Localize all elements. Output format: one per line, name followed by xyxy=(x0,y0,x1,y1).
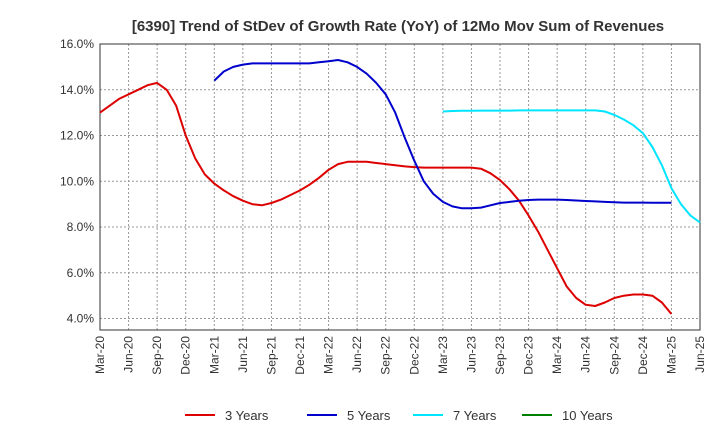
x-tick-label: Dec-23 xyxy=(522,336,536,375)
x-tick-label: Dec-20 xyxy=(179,336,193,375)
series-line-5-years xyxy=(213,59,672,210)
legend-label: 7 Years xyxy=(453,408,497,423)
x-tick-label: Sep-24 xyxy=(607,336,621,375)
series-line-7-years xyxy=(442,109,701,224)
legend-label: 3 Years xyxy=(225,408,269,423)
x-tick-label: Jun-21 xyxy=(236,336,250,373)
legend: 3 Years 5 Years 7 Years 10 Years xyxy=(185,408,613,423)
x-tick-label: Jun-22 xyxy=(350,336,364,373)
x-tick-label: Mar-22 xyxy=(322,336,336,374)
x-tick-label: Jun-23 xyxy=(464,336,478,373)
grid-lines xyxy=(99,43,701,330)
x-tick-label: Mar-21 xyxy=(207,336,221,374)
x-tick-label: Sep-21 xyxy=(264,336,278,375)
y-tick-label: 10.0% xyxy=(60,174,94,188)
series-lines xyxy=(99,59,701,315)
series-line-3-years xyxy=(99,81,673,315)
x-tick-label: Sep-22 xyxy=(379,336,393,375)
y-tick-label: 4.0% xyxy=(67,312,95,326)
x-tick-label: Jun-20 xyxy=(122,336,136,373)
x-tick-label: Mar-24 xyxy=(550,336,564,374)
x-tick-label: Mar-23 xyxy=(436,336,450,374)
y-tick-label: 12.0% xyxy=(60,129,94,143)
x-tick-label: Sep-23 xyxy=(493,336,507,375)
legend-label: 5 Years xyxy=(347,408,391,423)
x-tick-label: Dec-24 xyxy=(636,336,650,375)
plot-area-frame xyxy=(99,43,701,331)
x-tick-label: Jun-24 xyxy=(579,336,593,373)
legend-label: 10 Years xyxy=(562,408,613,423)
x-tick-label: Dec-21 xyxy=(293,336,307,375)
x-tick-label: Mar-25 xyxy=(664,336,678,374)
y-tick-label: 16.0% xyxy=(60,37,94,51)
y-tick-label: 14.0% xyxy=(60,83,94,97)
y-axis-tick-labels: 4.0% 6.0% 8.0% 10.0% 12.0% 14.0% 16.0% xyxy=(60,37,94,326)
x-axis-tick-labels: Mar-20 Jun-20 Sep-20 Dec-20 Mar-21 Jun-21 Sep-… xyxy=(93,336,707,375)
y-tick-label: 8.0% xyxy=(67,220,95,234)
x-tick-label: Sep-20 xyxy=(150,336,164,375)
y-tick-label: 6.0% xyxy=(67,266,95,280)
x-tick-label: Mar-20 xyxy=(93,336,107,374)
x-tick-label: Jun-25 xyxy=(693,336,707,373)
chart-title: [6390] Trend of StDev of Growth Rate (Yo… xyxy=(132,18,664,35)
x-tick-label: Dec-22 xyxy=(407,336,421,375)
